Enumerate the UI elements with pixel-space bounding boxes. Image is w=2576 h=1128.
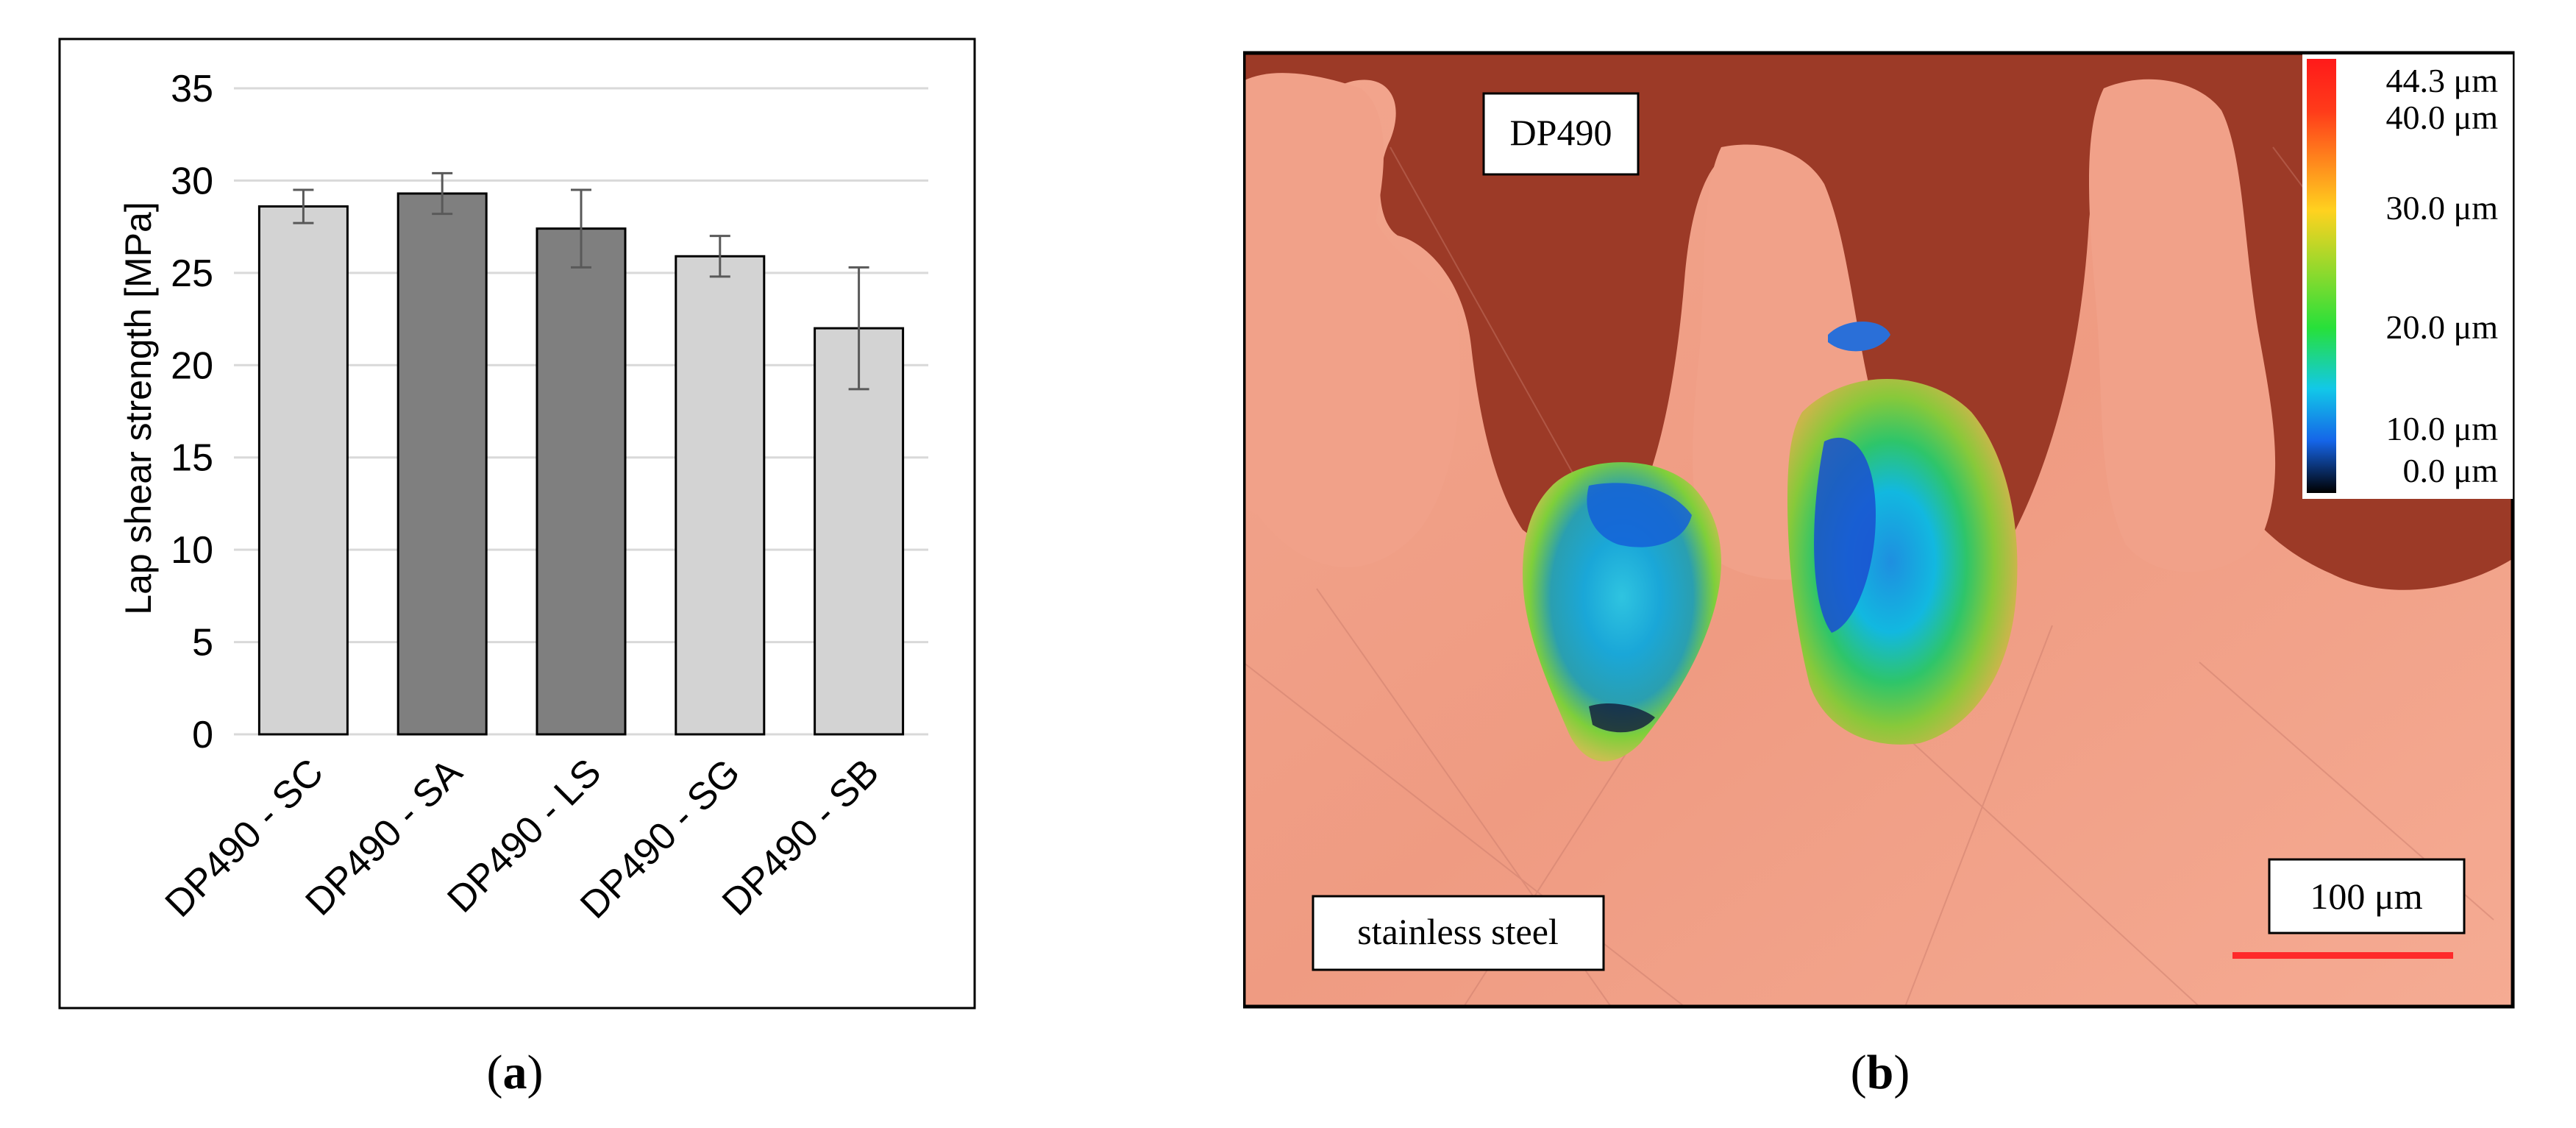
error-bar-3 [709, 235, 730, 278]
error-bar-1 [432, 171, 453, 216]
error-bars [293, 171, 869, 391]
panel-a: 0 5 10 15 20 25 30 35 DP490 - SC DP490 - SA DP490… [0, 0, 1030, 1128]
panel-b: 44.3 μm 40.0 μm 30.0 μm 20.0 μm 10.0 μm … [1243, 0, 2576, 1128]
pit-1-deep [1587, 483, 1692, 547]
substrate-label: stainless steel [1357, 911, 1559, 952]
y-tick-label-5: 25 [171, 252, 213, 295]
error-bar-2 [571, 188, 591, 269]
y-tick-label-6: 30 [171, 160, 213, 202]
colorbar-tick-4: 10.0 μm [2386, 410, 2499, 447]
y-tick-label-7: 35 [171, 68, 213, 110]
y-tick-label-0: 0 [192, 714, 213, 756]
caption-b-letter: b [1866, 1046, 1894, 1099]
scale-bar-label: 100 μm [2310, 876, 2422, 917]
scale-bar-label-box [2268, 858, 2466, 934]
colorbar-tick-3: 20.0 μm [2386, 308, 2499, 346]
steel-tooth-3 [2089, 79, 2276, 572]
colorbar: 44.3 μm 40.0 μm 30.0 μm 20.0 μm 10.0 μm … [2302, 54, 2513, 499]
bar-0 [257, 205, 349, 736]
y-axis-label: Lap shear strength [MPa] [118, 202, 159, 614]
colorbar-gradient [2307, 59, 2336, 493]
micrograph: 44.3 μm 40.0 μm 30.0 μm 20.0 μm 10.0 μm … [1243, 51, 2515, 1009]
colorbar-tick-2: 30.0 μm [2386, 189, 2499, 227]
colorbar-panel [2302, 54, 2513, 499]
pit-2-hole [1828, 321, 1890, 352]
colorbar-tick-5: 0.0 μm [2403, 452, 2499, 489]
pit-1-bottom [1589, 703, 1655, 733]
bar-3 [675, 255, 766, 736]
caption-a: (a) [486, 1046, 544, 1099]
scale-bar [2232, 952, 2453, 959]
micrograph-frame [1243, 51, 2515, 1009]
y-tick-labels: 0 5 10 15 20 25 30 35 [171, 68, 213, 756]
caption-b: (b) [1850, 1046, 1910, 1099]
adhesive-region [1243, 53, 2512, 590]
error-bar-4 [848, 266, 869, 391]
adhesive-label: DP490 [1510, 112, 1612, 153]
bar-1 [396, 192, 488, 736]
adhesive-label-box [1482, 92, 1640, 176]
y-tick-label-4: 20 [171, 344, 213, 387]
bar-2 [536, 227, 627, 736]
colorbar-tick-0: 44.3 μm [2386, 62, 2499, 99]
y-tick-label-1: 5 [192, 622, 213, 664]
colorbar-tick-1: 40.0 μm [2386, 99, 2499, 136]
caption-a-letter: a [502, 1046, 527, 1099]
substrate-label-box [1312, 895, 1605, 971]
y-tick-label-3: 15 [171, 437, 213, 480]
bars [257, 192, 905, 736]
error-bar-0 [293, 188, 314, 224]
bar-4 [814, 327, 905, 736]
y-tick-label-2: 10 [171, 529, 213, 572]
steel-tooth-1 [1243, 73, 1460, 567]
pit-2-deep [1814, 437, 1876, 633]
